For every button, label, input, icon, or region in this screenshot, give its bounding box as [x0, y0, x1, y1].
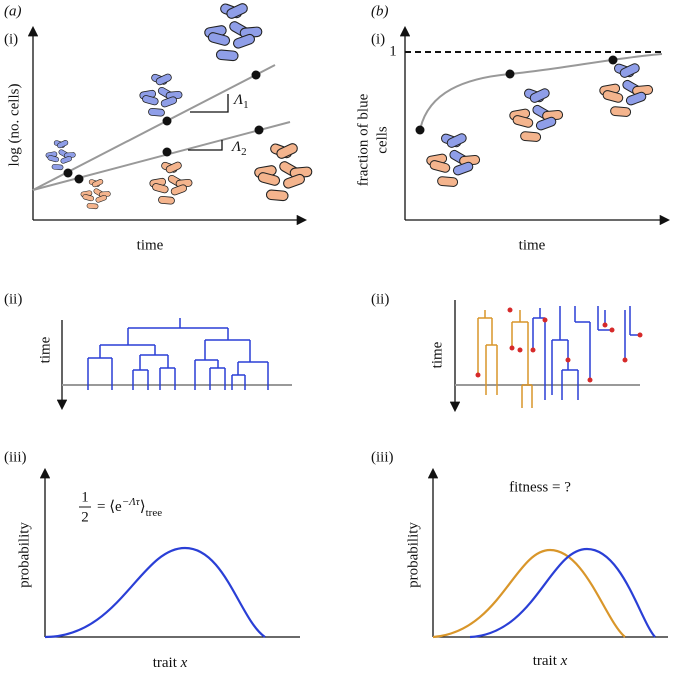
y-label: log (no. cells) [6, 84, 22, 167]
x-label: trait x [153, 655, 188, 671]
expression: = ⟨e−Λτ⟩tree [97, 496, 162, 519]
row-label: (iii) [371, 449, 394, 465]
denominator: 2 [81, 509, 89, 525]
panel-label: (b) [371, 3, 389, 19]
tree [87, 318, 269, 390]
y-label: probability [405, 522, 421, 588]
cell-cluster [148, 160, 193, 205]
y-label: fraction of blue [355, 93, 371, 186]
cell-cluster [138, 72, 183, 117]
growth-plot: Λ1 Λ2 log (no. cells) time [6, 1, 313, 253]
fraction-plot: 1 fraction of blue cells time [355, 25, 671, 253]
y-label: cells [374, 126, 390, 154]
points [415, 55, 618, 135]
numerator: 1 [81, 489, 89, 505]
axis-label: time [429, 341, 445, 368]
slope-triangle [188, 140, 223, 151]
x-label: trait x [533, 653, 568, 669]
slope-label: Λ1 [232, 92, 249, 110]
points [63, 70, 264, 184]
row-label: (i) [371, 31, 385, 47]
trait-distribution: probability trait x 1 2 = ⟨e−Λτ⟩tree [16, 467, 300, 671]
y-label: probability [16, 522, 32, 588]
distribution-curve [469, 547, 656, 639]
x-label: time [519, 237, 546, 253]
distribution-curve [44, 546, 266, 639]
blue-line [32, 64, 276, 191]
distribution-curve [432, 548, 626, 639]
cell-cluster [598, 61, 654, 118]
asymptote-label: 1 [389, 43, 397, 59]
panel-label: (a) [4, 3, 22, 19]
cell-cluster [203, 1, 263, 62]
lineage-forest: time [429, 300, 643, 413]
cell-cluster [508, 86, 564, 143]
cell-cluster [45, 139, 76, 171]
lineage-tree: time [37, 318, 292, 411]
cell-cluster [253, 141, 313, 202]
row-label: (i) [4, 31, 18, 47]
cell-cluster [425, 131, 481, 188]
row-label: (ii) [4, 291, 22, 307]
row-label: (iii) [4, 449, 27, 465]
row-label: (ii) [371, 291, 389, 307]
question: fitness = ? [509, 479, 571, 495]
cell-cluster [80, 178, 111, 210]
trait-distributions: probability trait x fitness = ? [405, 467, 668, 669]
slope-triangle [190, 94, 229, 113]
death-events [475, 307, 643, 383]
axis-label: time [37, 336, 53, 363]
x-label: time [137, 237, 164, 253]
formula: 1 2 = ⟨e−Λτ⟩tree [79, 489, 162, 525]
slope-label: Λ2 [230, 139, 247, 157]
